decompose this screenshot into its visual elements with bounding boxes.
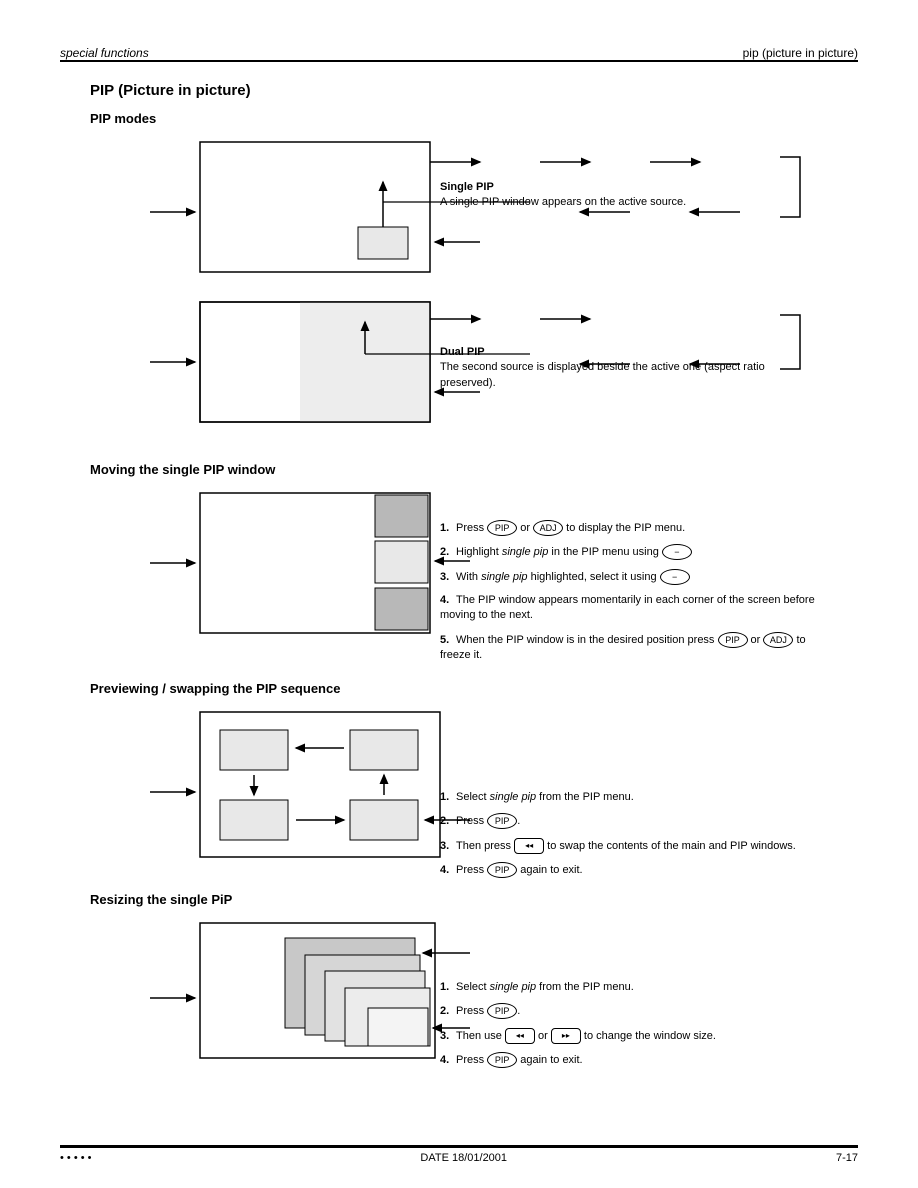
- forward-button[interactable]: ▸▸: [551, 1028, 581, 1044]
- page-header: special functions pip (picture in pictur…: [60, 46, 858, 60]
- swap-step-4: 4.Press PIP again to exit.: [440, 862, 820, 878]
- header-right: pip (picture in picture): [743, 46, 858, 60]
- single-pip-text: A single PIP window appears on the activ…: [440, 195, 820, 210]
- dual-pip-text: The second source is displayed beside th…: [440, 360, 820, 391]
- resize-step-1: 1.Select single pip from the PIP menu.: [440, 980, 820, 995]
- minus-button[interactable]: −: [662, 544, 692, 560]
- section-title: PIP (Picture in picture): [90, 82, 858, 99]
- resize-step-2: 2.Press PIP.: [440, 1003, 820, 1019]
- move-step-4: 4.The PIP window appears momentarily in …: [440, 593, 820, 624]
- swap-step-2: 2.Press PIP.: [440, 813, 820, 829]
- adj-button[interactable]: ADJ: [533, 520, 563, 536]
- minus-button[interactable]: −: [660, 569, 690, 585]
- footer-left: • • • • •: [60, 1152, 91, 1164]
- resize-step-3: 3.Then use ◂◂ or ▸▸ to change the window…: [440, 1028, 820, 1044]
- diagram-swap: [140, 702, 480, 872]
- footer-center: DATE 18/01/2001: [420, 1152, 507, 1164]
- swap-step-3: 3.Then press ◂◂ to swap the contents of …: [440, 838, 820, 854]
- diagram-single-pip: [140, 132, 840, 292]
- move-step-5: 5.When the PIP window is in the desired …: [440, 632, 820, 664]
- pip-button[interactable]: PIP: [487, 813, 517, 829]
- rewind-button[interactable]: ◂◂: [514, 838, 544, 854]
- header-left: special functions: [60, 46, 149, 60]
- move-step-2: 2.Highlight single pip in the PIP menu u…: [440, 544, 820, 560]
- pip-button[interactable]: PIP: [487, 520, 517, 536]
- swap-step-1: 1.Select single pip from the PIP menu.: [440, 790, 820, 805]
- adj-button[interactable]: ADJ: [763, 632, 793, 648]
- page-footer: • • • • • DATE 18/01/2001 7-17: [60, 1145, 858, 1164]
- resize-title: Resizing the single PiP: [90, 892, 858, 907]
- pip-button[interactable]: PIP: [487, 862, 517, 878]
- page: special functions pip (picture in pictur…: [0, 0, 918, 1188]
- move-step-3: 3.With single pip highlighted, select it…: [440, 569, 820, 585]
- diagram-resize: [140, 913, 480, 1073]
- header-rule: [60, 60, 858, 62]
- footer-right: 7-17: [836, 1152, 858, 1164]
- rewind-button[interactable]: ◂◂: [505, 1028, 535, 1044]
- resize-step-4: 4.Press PIP again to exit.: [440, 1052, 820, 1068]
- diagram-pip-positions: [140, 483, 480, 653]
- swap-title: Previewing / swapping the PIP sequence: [90, 681, 858, 696]
- move-title: Moving the single PIP window: [90, 462, 858, 477]
- dual-pip-label: Dual PIP: [440, 345, 820, 360]
- move-step-1: 1.Press PIP or ADJ to display the PIP me…: [440, 520, 820, 536]
- pip-button[interactable]: PIP: [487, 1003, 517, 1019]
- pip-button[interactable]: PIP: [487, 1052, 517, 1068]
- single-pip-label: Single PIP: [440, 180, 820, 195]
- pip-modes-title: PIP modes: [90, 111, 858, 126]
- pip-button[interactable]: PIP: [718, 632, 748, 648]
